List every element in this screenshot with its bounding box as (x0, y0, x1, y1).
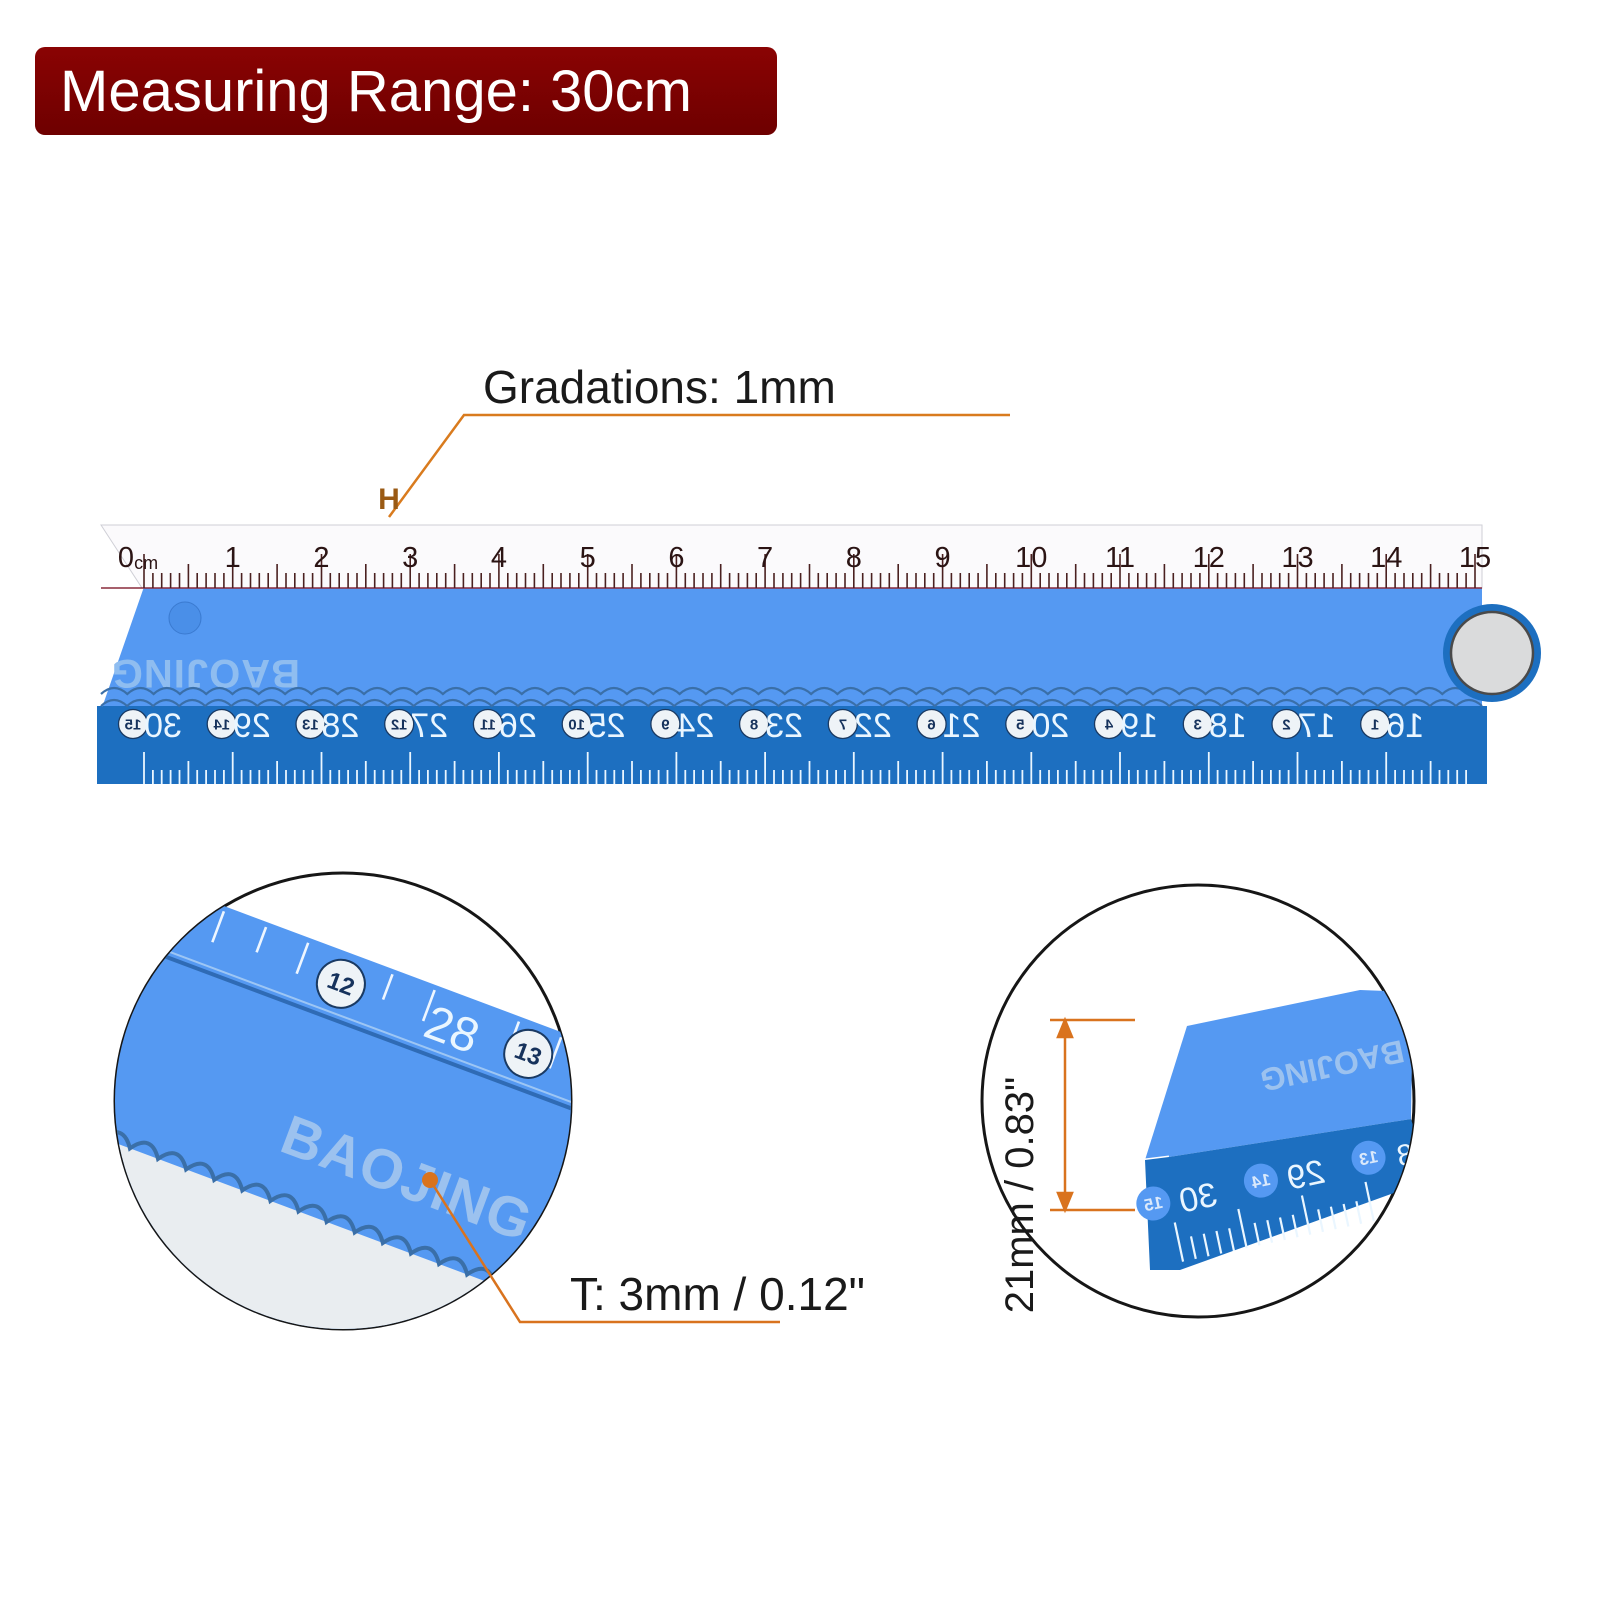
svg-text:20: 20 (1031, 707, 1069, 745)
svg-text:26: 26 (499, 707, 537, 745)
svg-text:16: 16 (1386, 707, 1424, 745)
svg-text:9: 9 (661, 717, 669, 734)
svg-text:30: 30 (144, 707, 182, 745)
svg-text:17: 17 (1298, 707, 1336, 745)
svg-text:24: 24 (676, 707, 714, 745)
svg-text:5: 5 (1016, 717, 1024, 734)
svg-text:29: 29 (1283, 1153, 1328, 1198)
svg-text:1: 1 (225, 542, 241, 574)
svg-text:3: 3 (402, 542, 418, 574)
svg-text:30: 30 (1176, 1176, 1221, 1221)
svg-text:12: 12 (391, 717, 408, 734)
svg-text:10: 10 (568, 717, 585, 734)
svg-text:15: 15 (125, 717, 142, 734)
svg-text:27: 27 (679, 1111, 739, 1171)
svg-text:25: 25 (588, 707, 626, 745)
svg-text:5: 5 (580, 542, 596, 574)
svg-text:21: 21 (943, 707, 981, 745)
svg-text:18: 18 (1209, 707, 1247, 745)
svg-text:7: 7 (757, 542, 773, 574)
svg-text:2: 2 (1282, 717, 1290, 734)
svg-text:11: 11 (1105, 542, 1135, 574)
svg-text:6: 6 (927, 717, 935, 734)
svg-text:4: 4 (491, 542, 507, 574)
svg-text:10: 10 (1015, 542, 1047, 574)
svg-text:1: 1 (1371, 717, 1379, 734)
svg-text:29: 29 (233, 707, 271, 745)
svg-text:28: 28 (1394, 1134, 1434, 1173)
svg-text:27: 27 (410, 707, 448, 745)
svg-text:13: 13 (302, 717, 319, 734)
svg-text:13: 13 (1357, 1147, 1379, 1170)
svg-text:15: 15 (1142, 1193, 1164, 1216)
svg-text:T: 3mm / 0.12": T: 3mm / 0.12" (570, 1268, 865, 1320)
svg-text:Gradations: 1mm: Gradations: 1mm (483, 361, 836, 413)
svg-text:H: H (378, 483, 400, 516)
svg-text:7: 7 (839, 717, 847, 734)
svg-text:4: 4 (1104, 717, 1113, 734)
svg-text:15: 15 (1459, 542, 1491, 574)
svg-text:13: 13 (1281, 542, 1313, 574)
svg-text:21mm / 0.83": 21mm / 0.83" (998, 1077, 1042, 1314)
svg-text:11: 11 (480, 717, 496, 734)
svg-text:14: 14 (1370, 542, 1402, 574)
svg-text:28: 28 (321, 707, 359, 745)
svg-text:8: 8 (750, 717, 758, 734)
svg-text:8: 8 (846, 542, 862, 574)
svg-text:19: 19 (1120, 707, 1158, 745)
svg-text:23: 23 (765, 707, 803, 745)
svg-text:2: 2 (313, 542, 329, 574)
svg-text:12: 12 (1193, 542, 1225, 574)
svg-text:22: 22 (854, 707, 892, 745)
svg-text:9: 9 (935, 542, 951, 574)
svg-text:14: 14 (213, 717, 230, 734)
svg-text:3: 3 (1194, 717, 1202, 734)
svg-text:6: 6 (668, 542, 684, 574)
